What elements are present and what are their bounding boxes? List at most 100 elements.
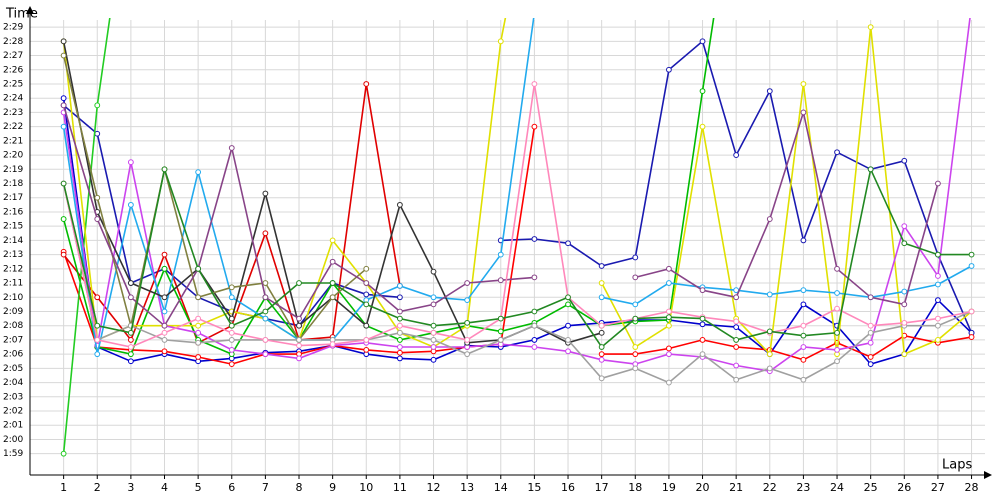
lap-point — [867, 329, 874, 336]
lap-point — [733, 362, 740, 369]
y-tick-label: 2:05 — [3, 364, 23, 374]
x-tick-label: 22 — [763, 481, 777, 494]
y-tick-label: 2:03 — [3, 392, 23, 402]
y-tick-label: 2:22 — [3, 122, 23, 132]
lap-point — [598, 344, 605, 350]
lap-point — [430, 294, 437, 301]
lap-point — [598, 280, 605, 286]
lap-point — [296, 315, 302, 322]
lap-point — [699, 123, 706, 130]
lap-point — [195, 315, 202, 322]
lap-point — [598, 356, 605, 363]
lap-point — [228, 284, 235, 291]
lap-point — [464, 351, 471, 358]
x-tick-label: 28 — [965, 481, 979, 494]
lap-point — [935, 315, 941, 322]
lap-point — [127, 329, 134, 336]
lap-point — [262, 230, 269, 237]
lap-point — [396, 355, 403, 362]
y-tick-label: 1:59 — [3, 449, 23, 459]
lap-point — [497, 337, 504, 343]
lap-point — [161, 308, 168, 315]
lap-point — [464, 280, 471, 286]
lap-point — [127, 344, 134, 350]
lap-point — [935, 273, 941, 279]
lap-point — [867, 294, 874, 301]
lap-point — [666, 379, 672, 386]
lap-point — [296, 280, 302, 286]
lap-point — [430, 268, 437, 275]
y-tick-label: 2:10 — [3, 293, 23, 303]
lap-point — [464, 319, 471, 326]
lap-point — [60, 38, 67, 45]
lap-point — [968, 334, 975, 340]
y-tick-label: 2:25 — [3, 79, 23, 89]
lap-point — [396, 201, 403, 208]
lap-point — [430, 356, 437, 363]
lap-point — [800, 301, 807, 308]
lap-point — [800, 287, 807, 294]
lap-point — [766, 88, 773, 94]
series-line — [62, 83, 972, 348]
grid — [30, 20, 985, 475]
lap-point — [228, 361, 235, 367]
y-tick-label: 2:00 — [3, 435, 23, 445]
lap-point — [531, 344, 538, 350]
lap-point — [733, 318, 740, 325]
lap-point — [363, 280, 370, 286]
x-tick-label: 15 — [527, 481, 541, 494]
lap-point — [968, 308, 975, 315]
lap-point — [532, 10, 537, 15]
y-tick-label: 2:26 — [3, 65, 23, 75]
lap-point — [430, 301, 437, 308]
lap-point — [228, 337, 235, 343]
lap-point — [733, 344, 740, 350]
lap-point — [195, 294, 202, 301]
x-tick-label: 8 — [296, 481, 303, 494]
lap-point — [867, 24, 874, 31]
lap-point — [497, 328, 504, 335]
lap-point — [699, 88, 706, 94]
lap-point — [901, 240, 908, 247]
y-tick-label: 2:18 — [3, 179, 23, 189]
lap-point — [228, 294, 235, 301]
lap-point — [329, 258, 336, 265]
lap-point — [363, 291, 370, 298]
lap-point — [161, 265, 168, 272]
x-tick-label: 16 — [561, 481, 575, 494]
lap-point — [666, 265, 672, 272]
lap-point — [161, 294, 168, 301]
y-tick-label: 2:12 — [3, 264, 23, 274]
x-tick-label: 26 — [897, 481, 911, 494]
series-line — [62, 183, 972, 384]
lap-point — [834, 346, 840, 353]
lap-point — [262, 315, 269, 322]
y-tick-label: 2:08 — [3, 321, 23, 331]
lap-point — [565, 322, 571, 329]
y-tick-label: 2:15 — [3, 222, 23, 232]
lap-point — [94, 102, 101, 109]
lap-point — [94, 216, 101, 222]
y-tick-label: 2:14 — [3, 236, 23, 246]
lap-point — [531, 123, 538, 130]
x-tick-label: 9 — [329, 481, 336, 494]
lap-point — [800, 376, 807, 383]
lap-point — [396, 282, 403, 289]
lap-point — [531, 236, 538, 242]
series-line — [62, 166, 972, 349]
lap-point — [632, 344, 639, 350]
lap-point — [262, 351, 269, 358]
y-tick-label: 2:28 — [3, 37, 23, 47]
lap-point — [60, 95, 67, 102]
y-tick-label: 2:27 — [3, 51, 23, 61]
lap-point — [127, 201, 134, 208]
y-tick-label: 2:07 — [3, 335, 23, 345]
lap-point — [94, 130, 101, 137]
lap-point — [901, 319, 908, 326]
lap-point — [396, 349, 403, 356]
lap-point — [733, 376, 740, 383]
x-tick-label: 4 — [161, 481, 168, 494]
lap-point — [228, 322, 235, 329]
lap-point — [329, 237, 336, 244]
lap-point — [935, 337, 941, 343]
